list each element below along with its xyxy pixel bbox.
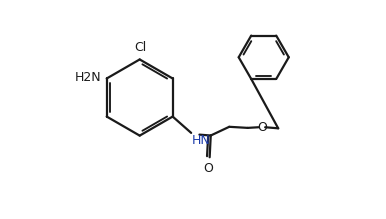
Text: O: O — [257, 121, 267, 134]
Text: Cl: Cl — [135, 41, 147, 54]
Text: H2N: H2N — [74, 71, 101, 84]
Text: O: O — [203, 162, 213, 175]
Text: HN: HN — [191, 134, 210, 147]
